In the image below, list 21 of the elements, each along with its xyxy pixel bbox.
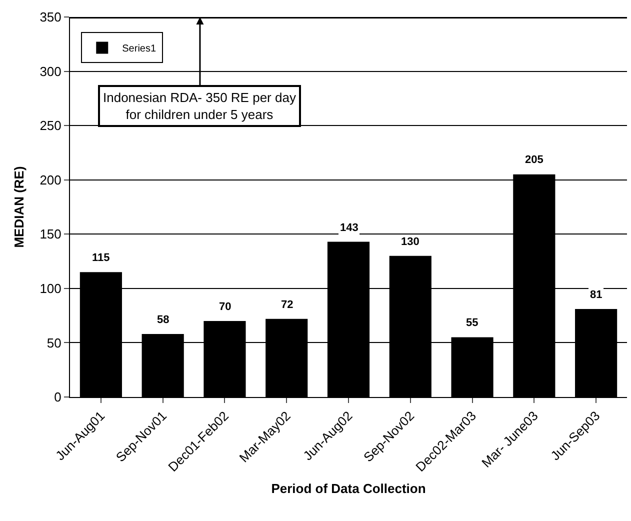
ref-line-label: Indonesian RDA- 350 RE per day for children under 5 years	[103, 90, 296, 122]
legend-label: Series1	[122, 44, 156, 55]
data-label: 58	[157, 314, 170, 326]
y-tick-label: 100	[40, 280, 62, 296]
y-axis-title: MEDIAN (RE)	[12, 166, 27, 248]
y-tick-label: 200	[40, 172, 62, 188]
y-tick-label: 350	[40, 10, 62, 25]
x-axis-title: Period of Data Collection	[271, 481, 426, 496]
data-label: 55	[466, 317, 478, 329]
data-label: 70	[219, 301, 232, 313]
y-tick-label: 150	[40, 226, 62, 242]
data-label: 130	[401, 236, 420, 248]
data-label: 115	[92, 252, 110, 264]
y-tick-label: 300	[40, 64, 62, 79]
y-tick-label: 250	[40, 118, 62, 134]
y-tick-label: 50	[46, 335, 62, 350]
data-label: 72	[281, 299, 294, 311]
data-label: 205	[525, 154, 544, 166]
data-label: 81	[590, 289, 602, 301]
data-label: 143	[340, 222, 358, 234]
y-tick-label: 0	[54, 390, 62, 405]
